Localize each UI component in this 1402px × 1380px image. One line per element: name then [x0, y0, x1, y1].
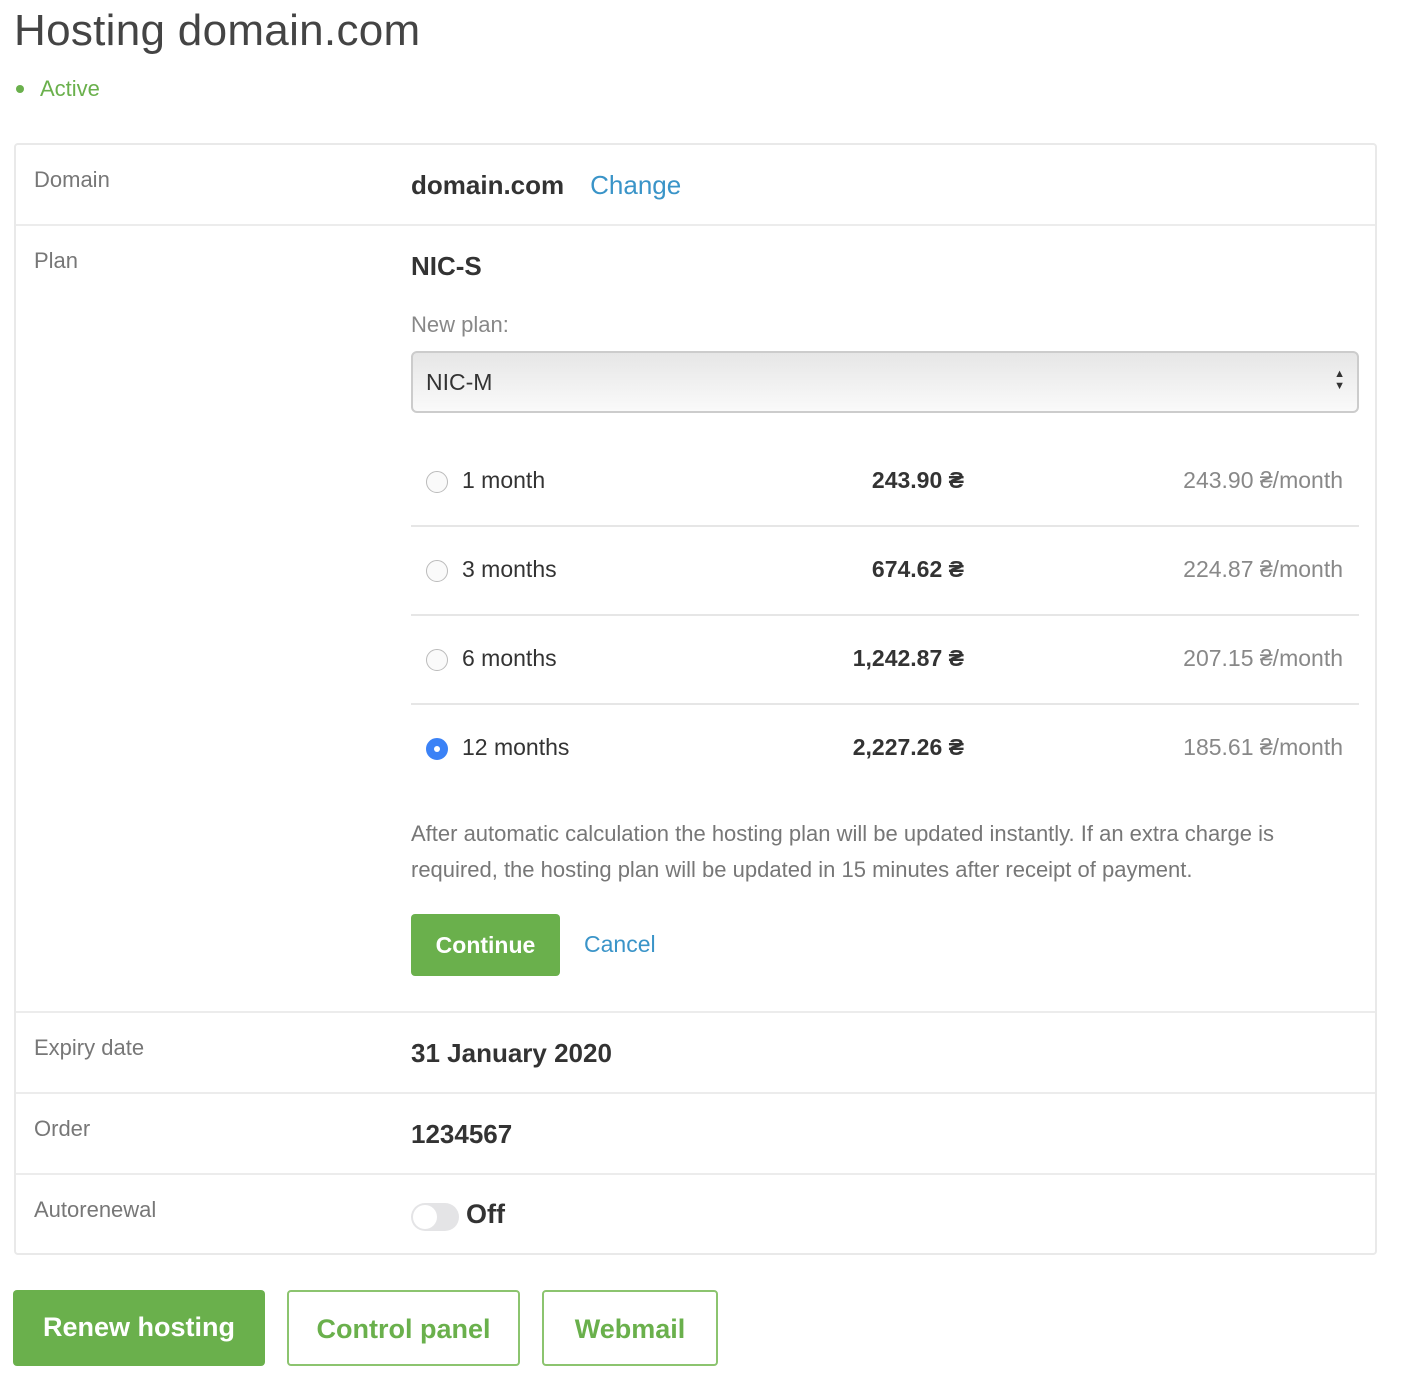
domain-label: Domain: [34, 167, 110, 192]
expiry-value: 31 January 2020: [411, 1038, 612, 1068]
period-per-month: 243.90 ₴/month: [1183, 467, 1343, 493]
change-domain-link[interactable]: Change: [590, 170, 682, 200]
new-plan-label: New plan:: [411, 312, 509, 337]
status-indicator: Active: [14, 76, 100, 102]
cancel-link[interactable]: Cancel: [584, 931, 656, 957]
order-value: 1234567: [411, 1119, 513, 1149]
period-total: 2,227.26 ₴: [852, 734, 964, 760]
radio-button-selected[interactable]: [426, 738, 448, 760]
period-name: 1 month: [462, 467, 546, 493]
autorenewal-toggle[interactable]: [411, 1203, 459, 1231]
period-option[interactable]: 3 months 674.62 ₴ 224.87 ₴/month: [411, 527, 1359, 616]
order-label: Order: [34, 1116, 91, 1141]
domain-row: Domain domain.com Change: [16, 145, 1375, 226]
control-panel-button[interactable]: Control panel: [287, 1290, 520, 1366]
period-total: 1,242.87 ₴: [852, 645, 964, 671]
period-option[interactable]: 12 months 2,227.26 ₴ 185.61 ₴/month: [411, 705, 1359, 794]
plan-change-note: After automatic calculation the hosting …: [411, 821, 1274, 882]
plan-row: Plan NIC-S New plan: NIC-M ▲ ▼ 1 month 243.…: [16, 226, 1375, 1013]
hosting-details-card: Domain domain.com Change Plan NIC-S New p…: [14, 143, 1377, 1255]
autorenewal-row: Autorenewal Off: [16, 1175, 1375, 1255]
expiry-label: Expiry date: [34, 1035, 145, 1060]
radio-button[interactable]: [426, 471, 448, 493]
new-plan-selected: NIC-M: [426, 369, 493, 395]
period-name: 3 months: [462, 556, 557, 582]
plan-label: Plan: [34, 248, 79, 273]
period-per-month: 224.87 ₴/month: [1183, 556, 1343, 582]
continue-button[interactable]: Continue: [411, 914, 560, 976]
new-plan-select[interactable]: NIC-M ▲ ▼: [411, 351, 1359, 413]
period-per-month: 207.15 ₴/month: [1183, 645, 1343, 671]
status-dot-icon: [16, 85, 24, 93]
radio-button[interactable]: [426, 649, 448, 671]
period-name: 12 months: [462, 734, 570, 760]
renew-hosting-button[interactable]: Renew hosting: [13, 1290, 265, 1366]
period-total: 674.62 ₴: [871, 556, 964, 582]
order-row: Order 1234567: [16, 1094, 1375, 1175]
page-title: Hosting domain.com: [14, 6, 421, 55]
period-name: 6 months: [462, 645, 557, 671]
current-plan: NIC-S: [411, 251, 482, 281]
period-option[interactable]: 6 months 1,242.87 ₴ 207.15 ₴/month: [411, 616, 1359, 705]
autorenewal-state: Off: [466, 1199, 505, 1229]
period-total: 243.90 ₴: [871, 467, 964, 493]
radio-button[interactable]: [426, 560, 448, 582]
expiry-row: Expiry date 31 January 2020: [16, 1013, 1375, 1094]
status-text: Active: [40, 76, 100, 101]
autorenewal-label: Autorenewal: [34, 1197, 157, 1222]
period-option[interactable]: 1 month 243.90 ₴ 243.90 ₴/month: [411, 438, 1359, 527]
select-arrows-icon: ▲ ▼: [1334, 368, 1345, 392]
domain-value: domain.com: [411, 170, 565, 200]
webmail-button[interactable]: Webmail: [542, 1290, 718, 1366]
period-per-month: 185.61 ₴/month: [1183, 734, 1343, 760]
